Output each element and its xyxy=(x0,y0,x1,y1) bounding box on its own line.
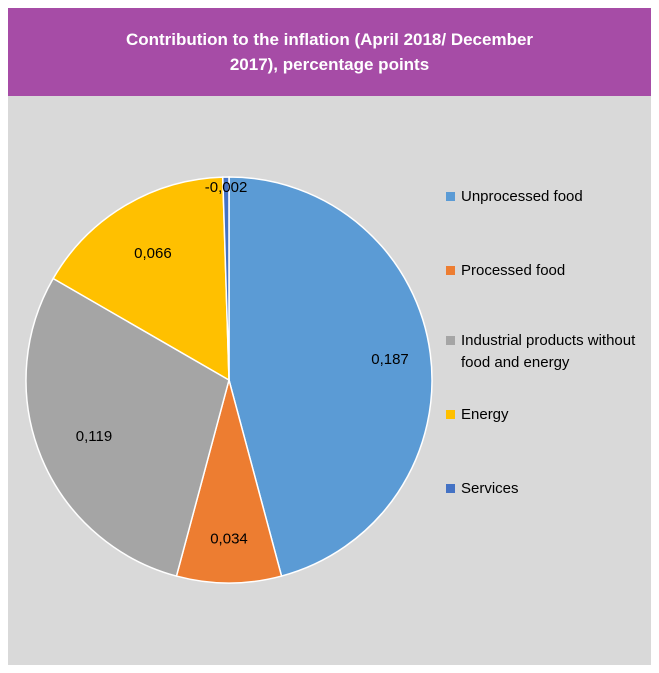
legend-label: Unprocessed food xyxy=(461,188,583,205)
data-label-unprocessed-food: 0,187 xyxy=(371,351,409,368)
data-label-energy: 0,066 xyxy=(134,245,172,262)
legend-item-services: Services xyxy=(446,478,519,500)
legend-item-energy: Energy xyxy=(446,404,509,426)
legend-swatch xyxy=(446,336,455,345)
chart-frame: Contribution to the inflation (April 201… xyxy=(8,8,651,665)
legend-item-unprocessed-food: Unprocessed food xyxy=(446,186,583,208)
legend-swatch xyxy=(446,410,455,419)
legend-swatch xyxy=(446,192,455,201)
slice-unprocessed-food xyxy=(228,176,433,578)
legend-swatch xyxy=(446,484,455,493)
data-label-industrial-products: 0,119 xyxy=(76,428,112,445)
pie-chart: 0,187 0,034 0,119 0,066 -0,002 xyxy=(25,176,433,584)
legend-item-industrial-products: Industrial products without food and ene… xyxy=(446,330,646,374)
legend-swatch xyxy=(446,266,455,275)
chart-title-bar: Contribution to the inflation (April 201… xyxy=(8,8,651,96)
slice-industrial-products xyxy=(25,277,230,578)
legend-label: Processed food xyxy=(461,262,566,279)
data-label-processed-food: 0,034 xyxy=(210,530,248,547)
data-label-services: -0,002 xyxy=(205,179,248,196)
legend-label: Services xyxy=(461,480,519,497)
slice-services xyxy=(221,176,230,381)
chart-title: Contribution to the inflation (April 201… xyxy=(125,30,534,74)
slice-energy xyxy=(52,176,230,382)
legend-label: Energy xyxy=(461,406,509,423)
legend-label: Industrial products without food and ene… xyxy=(461,332,636,371)
slice-processed-food xyxy=(175,377,283,584)
legend-item-processed-food: Processed food xyxy=(446,260,565,282)
